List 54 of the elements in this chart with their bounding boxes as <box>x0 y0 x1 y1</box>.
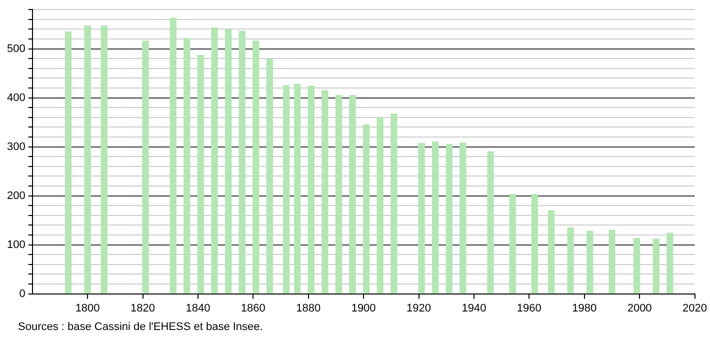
bar <box>142 40 149 294</box>
bar <box>322 90 328 294</box>
bar <box>294 84 301 294</box>
bar <box>586 230 594 294</box>
source-note: Sources : base Cassini de l'EHESS et base Insee. <box>18 320 264 335</box>
bar <box>548 210 555 294</box>
x-tick-label: 1840 <box>186 302 210 314</box>
y-tick-label: 400 <box>6 92 26 104</box>
bar <box>197 54 204 294</box>
y-tick-label: 100 <box>6 238 26 251</box>
bar <box>432 142 439 294</box>
bar <box>531 194 538 294</box>
y-tick-label: 500 <box>6 42 26 55</box>
y-tick-label: 200 <box>6 190 26 202</box>
bar <box>170 18 176 294</box>
x-tick-label: 1900 <box>351 302 376 314</box>
x-tick-label: 1880 <box>296 302 321 314</box>
bar <box>282 85 290 294</box>
bar <box>100 25 108 294</box>
bar <box>224 28 232 294</box>
bar <box>509 194 516 294</box>
bar <box>335 95 342 294</box>
y-tick-label: 0 <box>19 288 26 300</box>
bar <box>460 142 466 294</box>
x-tick-label: 1940 <box>462 302 486 314</box>
bar <box>64 31 72 294</box>
bar <box>376 117 384 294</box>
bar <box>446 144 452 294</box>
bar <box>362 124 370 294</box>
bar <box>211 27 218 294</box>
bar <box>418 143 425 294</box>
bar <box>666 232 674 294</box>
bar <box>349 95 356 294</box>
x-tick-label: 1980 <box>572 302 597 314</box>
bar <box>567 227 574 294</box>
x-tick-label: 2020 <box>682 302 708 314</box>
y-tick-label: 300 <box>6 140 26 153</box>
x-tick-label: 1800 <box>75 302 100 314</box>
bar <box>238 30 246 294</box>
bar <box>608 230 616 294</box>
x-tick-label: 1960 <box>516 302 542 314</box>
x-tick-label: 1920 <box>406 302 431 314</box>
bar <box>652 238 660 294</box>
bar <box>390 114 398 294</box>
x-tick-label: 1860 <box>240 302 266 314</box>
bar <box>308 86 314 294</box>
bar <box>252 40 260 294</box>
x-tick-label: 1820 <box>130 302 155 314</box>
bar <box>266 58 274 294</box>
x-tick-label: 2000 <box>627 302 652 314</box>
bar <box>487 151 494 294</box>
bar <box>184 38 190 294</box>
bar <box>84 25 91 294</box>
bar <box>633 238 640 294</box>
